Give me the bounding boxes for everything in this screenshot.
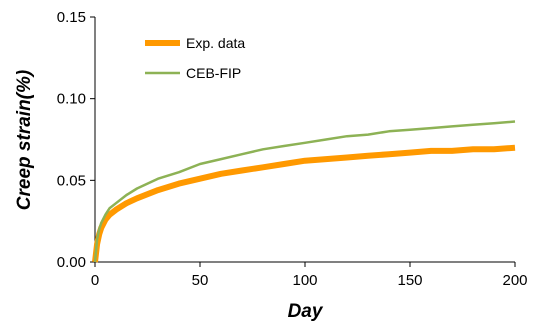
y-tick-label: 0.05	[57, 172, 86, 189]
y-tick-label: 0.15	[57, 9, 86, 26]
x-tick-label: 200	[502, 272, 527, 289]
y-tick-label: 0.10	[57, 91, 86, 108]
x-tick-label: 50	[192, 272, 209, 289]
x-axis-title: Day	[288, 301, 324, 322]
plot-area: 0.00 0.05 0.10 0.15 0 50 100 150 200	[57, 9, 528, 289]
series-line-2	[93, 120, 516, 263]
series-line-1	[92, 144, 516, 263]
x-tick-label: 0	[91, 272, 99, 289]
y-tick-label: 0.00	[57, 254, 86, 271]
legend-label-1: Exp. data	[186, 35, 245, 51]
x-tick-label: 150	[397, 272, 422, 289]
legend: Exp. data CEB-FIP	[145, 35, 245, 81]
legend-label-2: CEB-FIP	[186, 65, 241, 81]
x-tick-label: 100	[292, 272, 317, 289]
y-axis-title: Creep strain(%)	[14, 70, 35, 210]
